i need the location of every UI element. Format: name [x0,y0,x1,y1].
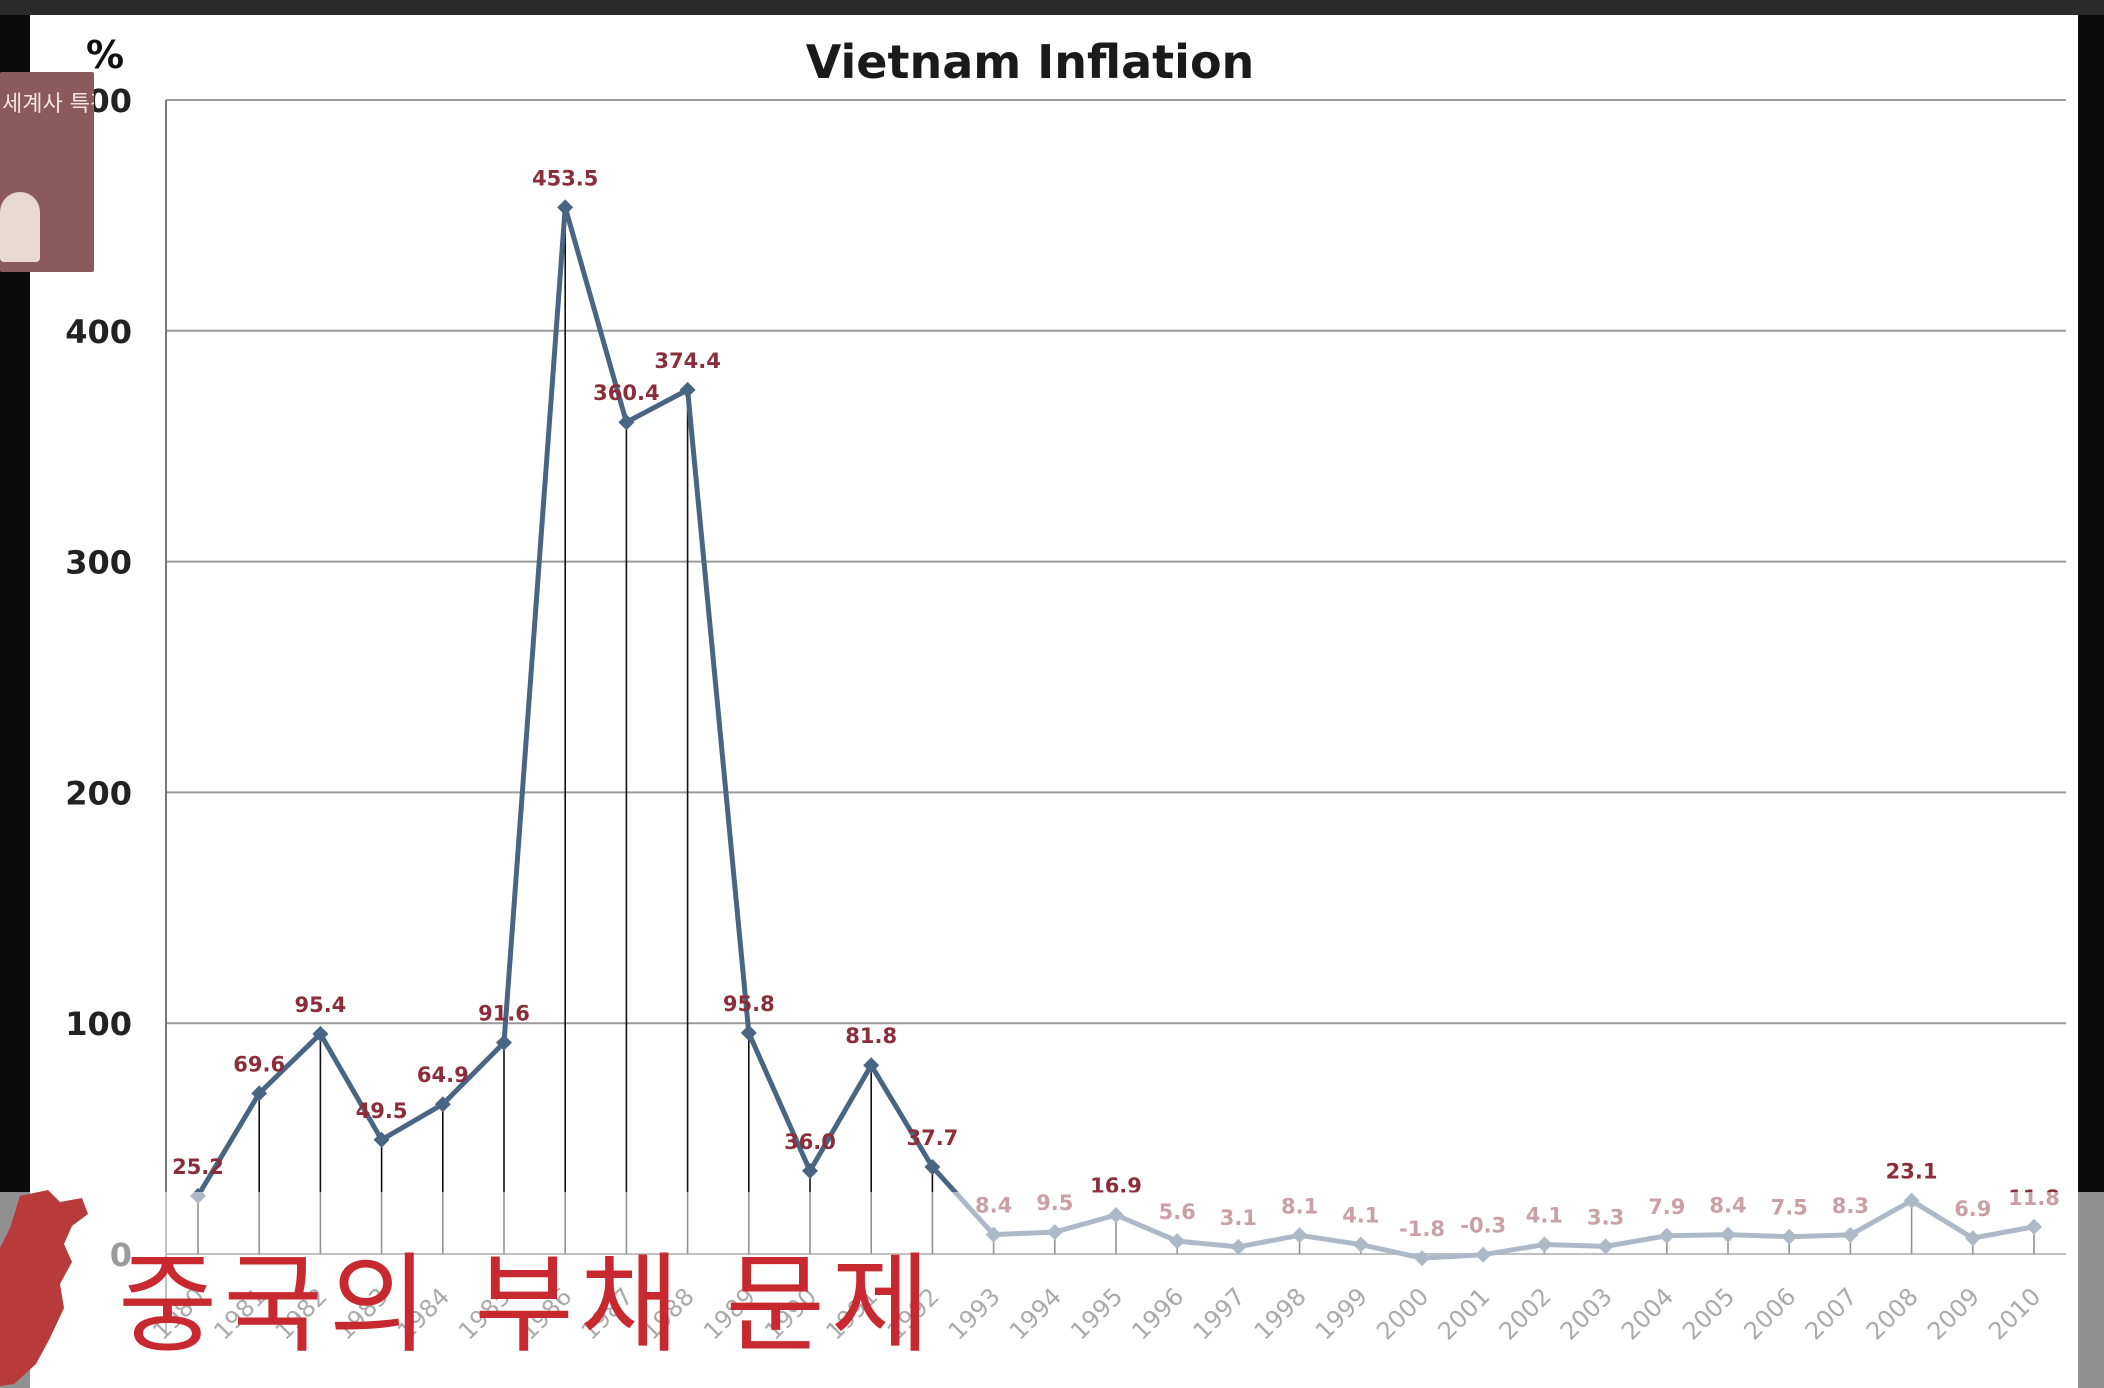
grid [166,99,2066,1025]
data-label: 95.8 [723,992,775,1016]
y-tick-label: 100 [65,1005,132,1043]
data-point [312,1025,329,1042]
data-label: 95.4 [294,993,346,1017]
map-icon [0,1190,88,1386]
y-tick-label: 300 [65,544,132,582]
data-point [924,1158,941,1175]
series-path [195,204,2035,1261]
data-label: 25.2 [172,1155,224,1179]
data-point [679,381,696,398]
data-point [740,1024,757,1041]
data-label: 453.5 [532,166,598,190]
data-point [251,1085,268,1102]
data-label: 69.6 [233,1052,285,1076]
data-point [557,199,574,216]
data-label: 91.6 [478,1002,530,1026]
data-point [863,1057,880,1074]
chart-title: Vietnam Inflation [806,35,1255,89]
y-tick-label: 200 [65,774,132,812]
axes [165,100,2066,1334]
data-label: 49.5 [356,1099,408,1123]
caption-band [0,1192,2104,1388]
data-label: 360.4 [593,381,659,405]
data-label: 23.1 [1886,1160,1938,1184]
data-points [190,199,2042,1267]
data-label: 81.8 [845,1024,897,1048]
data-point [496,1034,512,1051]
logo-text: 세계사 특강 [2,92,94,117]
data-point [434,1096,451,1113]
channel-logo: 세계사 특강 [0,72,94,272]
data-label: 374.4 [654,349,720,373]
data-label: 36.0 [784,1130,836,1154]
data-labels: 25.2 69.6 95.4 49.5 64.9 91.6 453.5 360.4 374.4 9… [172,166,2060,1241]
drop-lines [197,207,2035,1259]
caption-text: 중국의 부채 문제 [118,1243,937,1368]
series-line [195,204,2035,1261]
logo-figure-icon [0,192,40,262]
data-point [618,414,635,431]
data-point [373,1131,390,1148]
slide [30,15,2078,1388]
data-label: 64.9 [417,1063,469,1087]
data-point [802,1162,818,1179]
y-tick-label: 400 [65,313,132,351]
y-unit-label: % [86,33,124,77]
top-bar [0,0,2104,15]
data-label: 37.7 [906,1126,958,1150]
